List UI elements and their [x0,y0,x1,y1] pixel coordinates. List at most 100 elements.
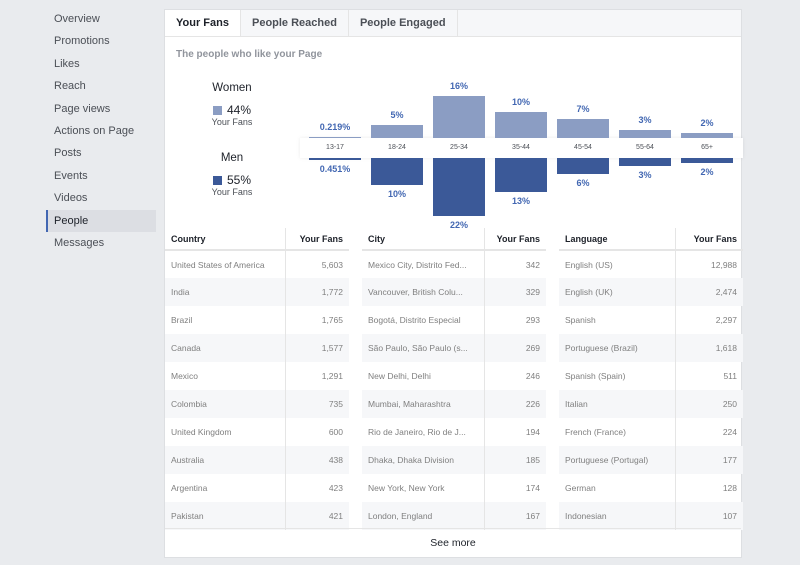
table-row: United Kingdom 600 [165,418,349,446]
tables-area: Country Your Fans United States of America… [165,228,743,530]
fans-count: 1,618 [674,334,743,362]
column-header[interactable]: Country [165,228,286,251]
row-label: German [565,483,596,493]
sidebar-item-people[interactable]: People [46,209,156,232]
men-bar-55-64 [619,158,671,166]
fans-count: 1,577 [285,334,349,362]
column-header[interactable]: City [362,228,485,251]
city-table: City Your Fans Mexico City, Distrito Fed..… [362,228,546,530]
men-value-label: 2% [700,167,714,178]
column-header[interactable]: Language [559,228,676,251]
row-label: Argentina [171,483,208,493]
sidebar-item-promotions[interactable]: Promotions [54,35,110,48]
country-table: Country Your Fans United States of America… [165,228,349,530]
row-label: Australia [165,446,286,474]
women-value-label: 0.219% [319,121,351,132]
column-header[interactable]: Your Fans [674,228,743,251]
age-axis-label: 65+ [701,144,713,151]
table-row: United States of America 5,603 [165,250,349,278]
women-sub: Your Fans [211,117,253,127]
age-axis-label: 55-64 [636,144,654,151]
tab-people-engaged[interactable]: People Engaged [349,10,458,36]
column-header[interactable]: Your Fans [285,228,349,251]
legend-men-label: Men [220,152,244,164]
fans-count: 194 [484,418,546,446]
row-label: Dhaka, Dhaka Division [362,446,485,474]
fans-count: 167 [484,502,546,530]
row-label: Brazil [171,315,193,325]
sidebar-item-likes[interactable]: Likes [54,57,80,70]
row-label: India [165,278,286,306]
sidebar-item-posts[interactable]: Posts [54,147,82,160]
fans-count: 226 [484,390,546,418]
sidebar-item-page-views[interactable]: Page views [54,102,111,115]
row-label: Pakistan [165,502,286,530]
fans-count: 107 [674,502,743,530]
table-row: English (UK) 2,474 [559,278,743,306]
row-label: Mexico [171,371,198,381]
sidebar-nav: Overview Promotions Likes Reach Page views Ac… [46,8,156,254]
men-value-label: 10% [387,188,406,199]
tab-your-fans[interactable]: Your Fans [165,10,241,36]
women-value-label: 10% [511,96,530,107]
row-label: Rio de Janeiro, Rio de J... [368,427,466,437]
row-label: Portuguese (Brazil) [559,334,676,362]
column-header[interactable]: Your Fans [484,228,546,251]
table-row: French (France) 224 [559,418,743,446]
sidebar-item-reach[interactable]: Reach [54,80,86,93]
women-bar-18-24 [371,124,423,138]
men-bar-25-34 [433,158,485,217]
fans-count: 342 [484,250,546,278]
row-label: London, England [362,502,485,530]
fans-count: 250 [674,390,743,418]
sidebar-item-actions-on-page[interactable]: Actions on Page [54,124,135,137]
table-header: Country Your Fans [165,228,349,251]
fans-count: 174 [484,474,546,502]
women-bar-65+ [681,132,733,138]
table-row: Brazil 1,765 [165,306,349,334]
table-header: Language Your Fans [559,228,743,251]
fans-count: 2,297 [674,306,743,334]
fans-count: 1,291 [285,362,349,390]
age-axis-label: 45-54 [574,144,592,151]
table-row: Mumbai, Maharashtra 226 [362,390,546,418]
row-label: English (UK) [559,278,676,306]
legend-men: Men 55% Your Fans [192,152,272,197]
row-label: Spanish [565,315,596,325]
table-row: Portuguese (Portugal) 177 [559,446,743,474]
fans-count: 1,765 [285,306,349,334]
table-row: Italian 250 [559,390,743,418]
tab-people-reached[interactable]: People Reached [241,10,349,36]
row-label: Bogotá, Distrito Especial [368,315,461,325]
table-row: Bogotá, Distrito Especial 293 [362,306,546,334]
sidebar-item-messages[interactable]: Messages [54,236,105,249]
sidebar-item-events[interactable]: Events [54,169,88,182]
row-label: French (France) [565,427,626,437]
women-bar-25-34 [433,95,485,138]
row-label: English (US) [565,259,613,270]
men-value-label: 0.451% [319,163,351,174]
see-more-button[interactable]: See more [165,528,741,557]
women-swatch [212,106,222,115]
men-value-label: 3% [638,169,652,180]
sidebar-item-overview[interactable]: Overview [54,13,100,25]
table-row: Mexico City, Distrito Fed... 342 [362,250,546,278]
men-pct: 55% [226,173,252,187]
row-label: Canada [165,334,286,362]
table-row: Mexico 1,291 [165,362,349,390]
women-value-label: 7% [576,104,590,115]
row-label: United States of America [171,259,265,270]
table-row: Australia 438 [165,446,349,474]
age-axis-label: 35-44 [512,144,530,151]
table-row: India 1,772 [165,278,349,306]
table-row: Indonesian 107 [559,502,743,530]
chart-subtitle: The people who like your Page [176,49,323,60]
fans-count: 185 [484,446,546,474]
sidebar-item-videos[interactable]: Videos [54,192,88,205]
women-bar-45-54 [557,119,609,138]
age-axis-band [300,138,743,158]
women-value-label: 2% [700,117,714,128]
fans-count: 224 [674,418,743,446]
men-value-label: 6% [576,177,590,188]
fans-count: 511 [674,362,743,390]
